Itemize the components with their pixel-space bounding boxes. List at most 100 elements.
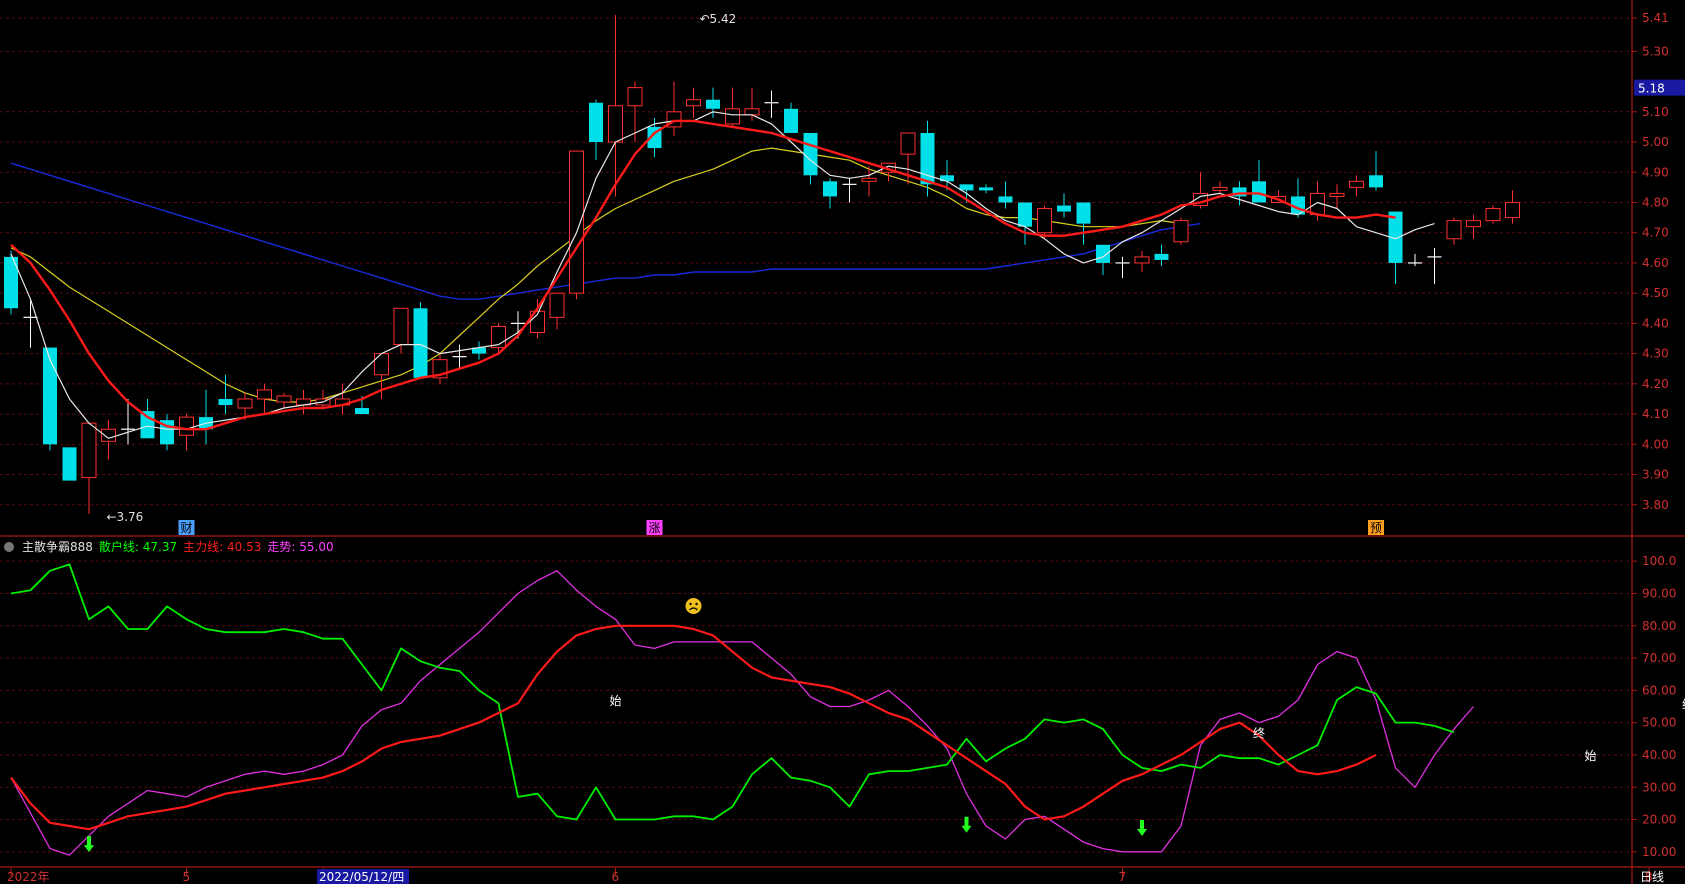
candle-body [998, 196, 1013, 203]
event-marker: 预 [1370, 521, 1382, 535]
indicator-tick-label: 100.0 [1642, 554, 1676, 568]
indicator-menu-icon[interactable] [4, 541, 14, 552]
current-price-box [1634, 79, 1685, 96]
date-cursor-box [317, 869, 409, 884]
candle-body [1134, 256, 1150, 264]
indicator-tick-label: 20.00 [1642, 813, 1676, 827]
candle-body [861, 177, 877, 182]
candle-body [1446, 220, 1462, 240]
price-tick-label: 5.41 [1642, 11, 1669, 25]
candle-body [1505, 201, 1520, 219]
trend-line [10, 570, 1474, 856]
candle-body [706, 99, 720, 109]
candle-body [62, 447, 77, 481]
indicator-signal-label: 终 [1682, 696, 1685, 711]
candle-body [1349, 180, 1364, 188]
candle-body [374, 353, 389, 376]
price-tick-label: 4.60 [1642, 256, 1669, 270]
event-marker: 涨 [648, 520, 660, 535]
candle-body [413, 308, 428, 378]
price-tick-label: 4.00 [1642, 437, 1669, 451]
candle-body [589, 102, 603, 143]
candle-body [1329, 192, 1345, 197]
candle-body [43, 347, 57, 445]
candle-body [257, 389, 272, 400]
candle-body [784, 108, 798, 133]
date-label: 2022/05/12/四 [319, 870, 404, 884]
candle-body [1076, 202, 1091, 224]
indicator-name: 主散争霸888 [22, 540, 93, 554]
high-annotation: ↶5.42 [700, 12, 737, 26]
candle-body [1485, 208, 1501, 222]
low-annotation: ←3.76 [107, 510, 144, 524]
price-tick-label: 4.10 [1642, 407, 1669, 421]
candle-body [627, 87, 643, 107]
buy-arrow-icon [84, 836, 94, 853]
candle-body [1154, 253, 1169, 260]
candle-body [940, 175, 954, 182]
indicator-tick-label: 50.00 [1642, 716, 1676, 730]
buy-arrow-icon [961, 816, 972, 833]
candle-body [393, 307, 409, 346]
candle-body [979, 187, 993, 191]
candle-body [472, 347, 486, 354]
event-marker-bg [646, 520, 663, 535]
main-line-label: 主力线: 40.53 [183, 540, 262, 554]
price-tick-label: 4.90 [1642, 165, 1669, 179]
date-label: 5 [183, 870, 191, 884]
ma-blue-line [10, 162, 1201, 300]
event-marker-bg [1368, 520, 1384, 535]
ma-red-line [10, 119, 1396, 431]
price-tick-label: 3.80 [1642, 498, 1669, 512]
indicator-signal-label: 始 [1584, 749, 1596, 763]
price-tick-label: 4.20 [1642, 377, 1669, 391]
candle-body [1018, 202, 1032, 227]
indicator-signal-label: 终 [1253, 725, 1265, 740]
candle-body [920, 132, 935, 185]
price-tick-label: 4.80 [1642, 195, 1669, 209]
trend-line-label: 走势: 55.00 [267, 540, 334, 554]
candle-body [1173, 220, 1189, 243]
sad-face-mouth [689, 607, 698, 611]
date-label: 8 [1645, 870, 1653, 884]
price-tick-label: 4.70 [1642, 226, 1669, 240]
candle-body [900, 132, 916, 155]
candle-body [1096, 244, 1110, 263]
price-tick-label: 3.90 [1642, 468, 1669, 482]
candle-body [1057, 205, 1071, 212]
candle-body [1037, 208, 1052, 234]
candle-body [959, 184, 974, 191]
indicator-title-bar[interactable]: 主散争霸888 散户线: 47.37 主力线: 40.53 走势: 55.00 [4, 538, 334, 555]
candle-body [355, 408, 369, 415]
date-label: 6 [612, 870, 620, 884]
price-tick-label: 5.00 [1642, 135, 1669, 149]
candle-body [549, 292, 565, 318]
candle-body [725, 108, 740, 125]
indicator-tick-label: 90.00 [1642, 586, 1676, 600]
indicator-tick-label: 60.00 [1642, 683, 1676, 697]
ma-yellow-line [10, 147, 1182, 403]
candle-body [218, 398, 233, 406]
price-tick-label: 5.10 [1642, 105, 1669, 119]
candle-body [140, 411, 155, 439]
date-label: 2022年 [7, 870, 50, 884]
candle-body [1388, 211, 1403, 263]
sad-face-eye [695, 602, 698, 606]
candle-body [1466, 220, 1481, 228]
candle-body [81, 422, 97, 479]
candle-body [101, 428, 116, 442]
price-tick-label: 4.30 [1642, 347, 1669, 361]
indicator-tick-label: 70.00 [1642, 651, 1676, 665]
sad-face-eye [689, 602, 692, 606]
retail-line-label: 散户线: 47.37 [98, 540, 178, 554]
indicator-tick-label: 40.00 [1642, 748, 1676, 762]
price-tick-label: 5.30 [1642, 44, 1669, 58]
main-line [10, 624, 1377, 831]
candle-body [1232, 187, 1247, 197]
candle-body [4, 256, 18, 309]
candle-body [237, 398, 253, 409]
candle-body [1212, 186, 1228, 191]
candle-body [803, 132, 818, 176]
candle-body [823, 181, 837, 197]
